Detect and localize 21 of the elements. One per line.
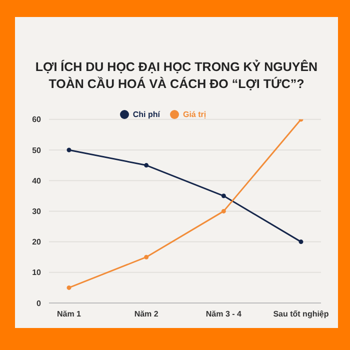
x-tick-label: Năm 3 - 4: [206, 310, 242, 319]
point: [144, 163, 149, 168]
point: [298, 240, 304, 244]
y-tick-label: 50: [32, 146, 42, 155]
point: [221, 208, 226, 214]
x-tick-label: Năm 2: [134, 310, 159, 319]
x-tick-label: Năm 1: [56, 310, 82, 319]
y-tick-label: 60: [32, 115, 42, 124]
legend-label: Giá trị: [182, 110, 206, 119]
y-tick-label: 40: [32, 176, 42, 186]
y-tick-label: 0: [36, 298, 42, 308]
point: [66, 285, 72, 290]
y-tick-label: 10: [32, 268, 42, 278]
x-tick-label: Sau tốt nghiệp: [273, 310, 329, 319]
chart-title: LỢI ÍCH DU HỌC ĐẠI HỌC TRONG KỶ NGUYÊN TOÀN CẦU HOÁ VÀ CÁCH ĐO “LỢI TỨC”?: [34, 59, 319, 93]
point: [144, 254, 149, 260]
legend-label: Chi phí: [132, 110, 160, 119]
point: [221, 194, 226, 198]
point: [66, 148, 72, 152]
y-tick-label: 20: [32, 238, 42, 247]
y-tick-label: 30: [32, 207, 42, 216]
